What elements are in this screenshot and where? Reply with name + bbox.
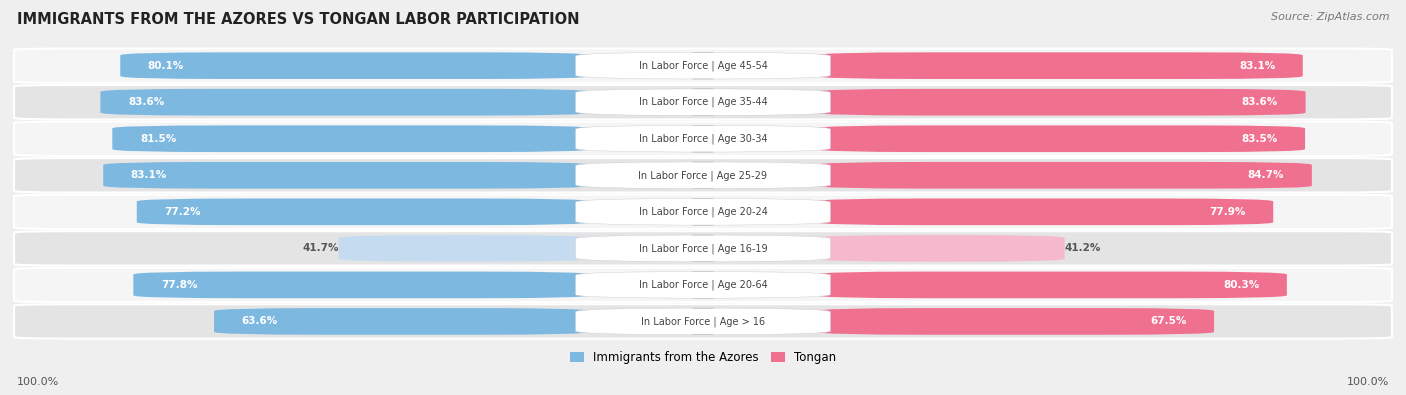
FancyBboxPatch shape xyxy=(817,198,1274,225)
FancyBboxPatch shape xyxy=(14,304,1392,339)
FancyBboxPatch shape xyxy=(14,231,1392,265)
Text: 77.9%: 77.9% xyxy=(1209,207,1246,217)
FancyBboxPatch shape xyxy=(14,268,1392,302)
FancyBboxPatch shape xyxy=(103,162,589,189)
Text: 77.8%: 77.8% xyxy=(160,280,197,290)
Text: In Labor Force | Age > 16: In Labor Force | Age > 16 xyxy=(641,316,765,327)
Text: 81.5%: 81.5% xyxy=(139,134,176,144)
Text: 77.2%: 77.2% xyxy=(165,207,201,217)
FancyBboxPatch shape xyxy=(575,52,831,79)
FancyBboxPatch shape xyxy=(14,49,1392,83)
Text: In Labor Force | Age 20-64: In Labor Force | Age 20-64 xyxy=(638,280,768,290)
Text: 100.0%: 100.0% xyxy=(17,377,59,387)
Text: 67.5%: 67.5% xyxy=(1150,316,1187,326)
Text: 100.0%: 100.0% xyxy=(1347,377,1389,387)
Text: 80.1%: 80.1% xyxy=(148,61,184,71)
Text: 83.5%: 83.5% xyxy=(1241,134,1278,144)
FancyBboxPatch shape xyxy=(817,235,1064,262)
FancyBboxPatch shape xyxy=(817,308,1215,335)
FancyBboxPatch shape xyxy=(575,125,831,152)
Text: In Labor Force | Age 45-54: In Labor Force | Age 45-54 xyxy=(638,60,768,71)
FancyBboxPatch shape xyxy=(817,52,1303,79)
FancyBboxPatch shape xyxy=(575,198,831,225)
FancyBboxPatch shape xyxy=(214,308,589,335)
FancyBboxPatch shape xyxy=(14,195,1392,229)
FancyBboxPatch shape xyxy=(817,89,1306,116)
FancyBboxPatch shape xyxy=(100,89,589,116)
Text: 84.7%: 84.7% xyxy=(1247,170,1284,180)
FancyBboxPatch shape xyxy=(14,158,1392,192)
Text: In Labor Force | Age 35-44: In Labor Force | Age 35-44 xyxy=(638,97,768,107)
Text: 41.2%: 41.2% xyxy=(1064,243,1101,253)
FancyBboxPatch shape xyxy=(575,89,831,116)
FancyBboxPatch shape xyxy=(14,85,1392,119)
Text: 80.3%: 80.3% xyxy=(1223,280,1260,290)
FancyBboxPatch shape xyxy=(575,308,831,335)
Text: In Labor Force | Age 16-19: In Labor Force | Age 16-19 xyxy=(638,243,768,254)
Text: In Labor Force | Age 30-34: In Labor Force | Age 30-34 xyxy=(638,134,768,144)
Text: 83.1%: 83.1% xyxy=(1239,61,1275,71)
FancyBboxPatch shape xyxy=(817,125,1305,152)
FancyBboxPatch shape xyxy=(121,52,589,79)
Legend: Immigrants from the Azores, Tongan: Immigrants from the Azores, Tongan xyxy=(565,346,841,369)
Text: Source: ZipAtlas.com: Source: ZipAtlas.com xyxy=(1271,12,1389,22)
Text: 83.6%: 83.6% xyxy=(128,97,165,107)
FancyBboxPatch shape xyxy=(136,198,589,225)
Text: 63.6%: 63.6% xyxy=(242,316,278,326)
FancyBboxPatch shape xyxy=(817,271,1286,298)
Text: In Labor Force | Age 20-24: In Labor Force | Age 20-24 xyxy=(638,207,768,217)
Text: IMMIGRANTS FROM THE AZORES VS TONGAN LABOR PARTICIPATION: IMMIGRANTS FROM THE AZORES VS TONGAN LAB… xyxy=(17,12,579,27)
FancyBboxPatch shape xyxy=(134,271,589,298)
FancyBboxPatch shape xyxy=(575,235,831,262)
FancyBboxPatch shape xyxy=(575,271,831,298)
FancyBboxPatch shape xyxy=(14,122,1392,156)
FancyBboxPatch shape xyxy=(817,162,1312,189)
FancyBboxPatch shape xyxy=(112,125,589,152)
Text: 83.1%: 83.1% xyxy=(131,170,167,180)
Text: 83.6%: 83.6% xyxy=(1241,97,1278,107)
FancyBboxPatch shape xyxy=(339,235,589,262)
Text: In Labor Force | Age 25-29: In Labor Force | Age 25-29 xyxy=(638,170,768,181)
Text: 41.7%: 41.7% xyxy=(302,243,339,253)
FancyBboxPatch shape xyxy=(575,162,831,189)
